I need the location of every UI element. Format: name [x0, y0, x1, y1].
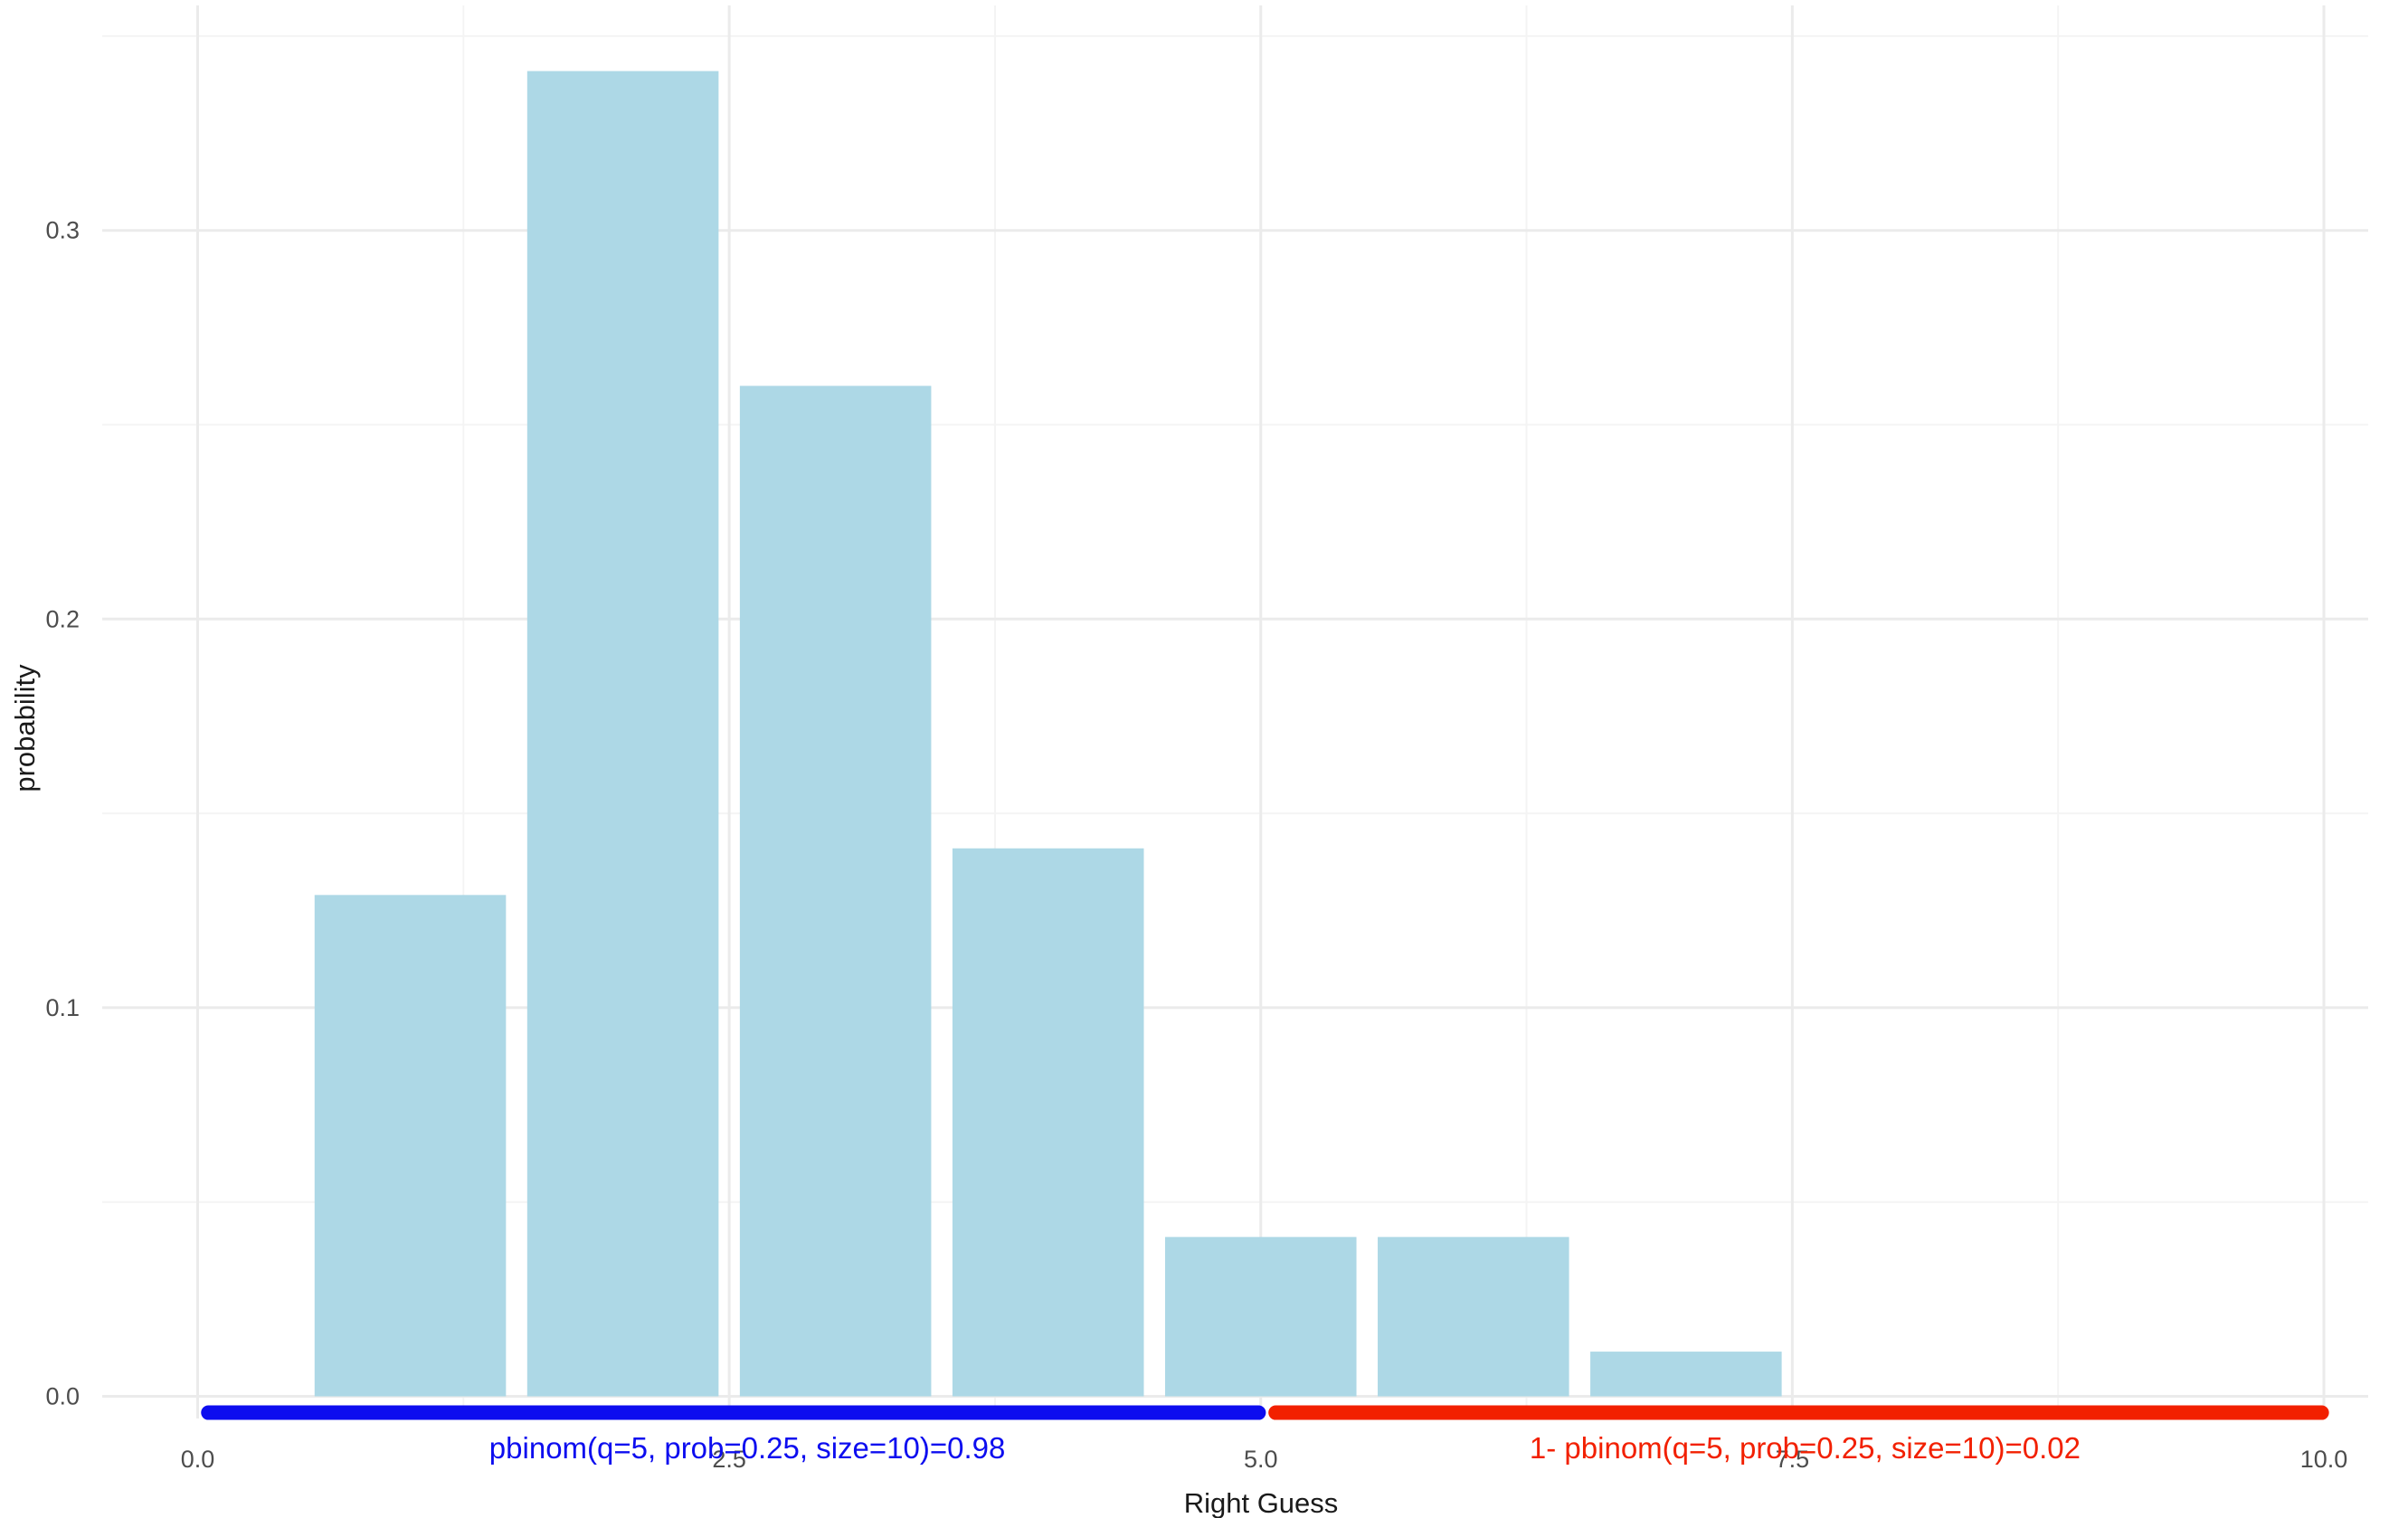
y-axis-title: probability [9, 664, 41, 792]
x-tick-label: 0.0 [181, 1446, 215, 1473]
probability-bar-x4 [952, 848, 1144, 1397]
x-tick-label: 2.5 [712, 1446, 746, 1473]
annotation-pbinom-left: pbinom(q=5, prob=0.25, size=10)=0.98 [488, 1431, 1006, 1465]
probability-bar-x6 [1378, 1237, 1569, 1397]
y-tick-label: 0.3 [45, 217, 80, 244]
probability-bar-x2 [526, 71, 719, 1397]
y-tick-label: 0.0 [45, 1383, 80, 1410]
x-axis-title: Right Guess [1183, 1487, 1339, 1518]
y-tick-label: 0.2 [45, 605, 80, 632]
probability-bar-x3 [739, 385, 932, 1397]
x-tick-label: 7.5 [1776, 1446, 1810, 1473]
probability-bar-x1 [314, 895, 507, 1397]
probability-bar-x7 [1590, 1352, 1782, 1397]
probability-bar-x5 [1164, 1237, 1357, 1397]
x-tick-label: 10.0 [2300, 1446, 2348, 1473]
annotation-pbinom-right: 1- pbinom(q=5, prob=0.25, size=10)=0.02 [1529, 1431, 2081, 1465]
y-tick-label: 0.1 [45, 994, 80, 1021]
x-tick-label: 5.0 [1244, 1446, 1278, 1473]
